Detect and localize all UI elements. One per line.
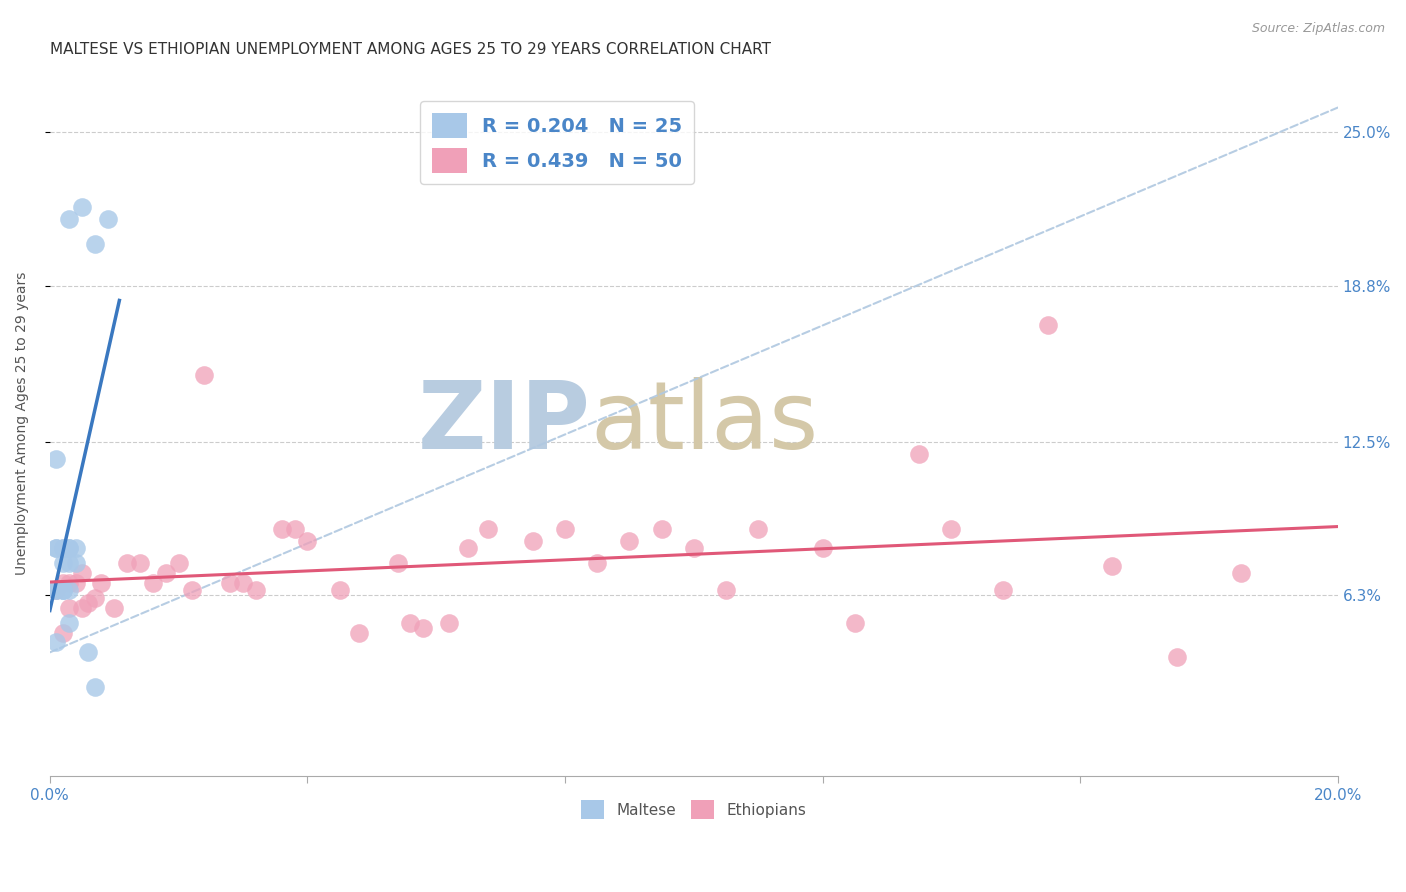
Point xyxy=(52,576,75,591)
Point xyxy=(65,541,87,556)
Point xyxy=(52,625,75,640)
Point xyxy=(103,600,125,615)
Point xyxy=(167,556,190,570)
Point xyxy=(347,625,370,640)
Point xyxy=(45,452,67,467)
Point xyxy=(329,583,352,598)
Point xyxy=(1166,650,1188,665)
Point xyxy=(297,533,319,548)
Point xyxy=(908,447,931,461)
Point xyxy=(554,522,576,536)
Point xyxy=(84,236,107,251)
Point xyxy=(399,615,422,630)
Point xyxy=(387,556,409,570)
Point xyxy=(991,583,1014,598)
Point xyxy=(52,556,75,570)
Point xyxy=(52,541,75,556)
Point xyxy=(619,533,641,548)
Point xyxy=(270,522,292,536)
Point xyxy=(477,522,499,536)
Point xyxy=(65,556,87,570)
Point xyxy=(180,583,202,598)
Point xyxy=(58,212,80,227)
Point xyxy=(1230,566,1253,581)
Point xyxy=(45,541,67,556)
Point xyxy=(747,522,769,536)
Point xyxy=(155,566,177,581)
Point xyxy=(52,583,75,598)
Point xyxy=(844,615,866,630)
Point xyxy=(70,566,93,581)
Point xyxy=(52,541,75,556)
Point xyxy=(45,635,67,649)
Point xyxy=(682,541,704,556)
Point xyxy=(58,583,80,598)
Point xyxy=(70,200,93,214)
Point xyxy=(77,645,100,659)
Point xyxy=(115,556,138,570)
Point xyxy=(58,541,80,556)
Legend: Maltese, Ethiopians: Maltese, Ethiopians xyxy=(575,794,813,825)
Point xyxy=(58,541,80,556)
Point xyxy=(232,576,254,591)
Point xyxy=(52,583,75,598)
Point xyxy=(586,556,609,570)
Point xyxy=(45,583,67,598)
Point xyxy=(651,522,673,536)
Text: Source: ZipAtlas.com: Source: ZipAtlas.com xyxy=(1251,22,1385,36)
Point xyxy=(283,522,305,536)
Text: atlas: atlas xyxy=(591,377,820,469)
Text: MALTESE VS ETHIOPIAN UNEMPLOYMENT AMONG AGES 25 TO 29 YEARS CORRELATION CHART: MALTESE VS ETHIOPIAN UNEMPLOYMENT AMONG … xyxy=(49,42,770,57)
Point xyxy=(58,600,80,615)
Point xyxy=(84,591,107,605)
Point xyxy=(58,576,80,591)
Point xyxy=(45,583,67,598)
Point xyxy=(522,533,544,548)
Point xyxy=(58,615,80,630)
Point xyxy=(245,583,267,598)
Point xyxy=(45,541,67,556)
Point xyxy=(58,556,80,570)
Point xyxy=(97,212,120,227)
Point xyxy=(457,541,479,556)
Point xyxy=(45,583,67,598)
Point xyxy=(65,576,87,591)
Point xyxy=(437,615,460,630)
Point xyxy=(714,583,737,598)
Point xyxy=(941,522,963,536)
Point xyxy=(52,583,75,598)
Point xyxy=(412,621,434,635)
Point xyxy=(84,680,107,694)
Point xyxy=(129,556,152,570)
Point xyxy=(142,576,165,591)
Point xyxy=(811,541,834,556)
Point xyxy=(70,600,93,615)
Point xyxy=(193,368,215,382)
Point xyxy=(1036,318,1059,333)
Point xyxy=(219,576,242,591)
Point xyxy=(90,576,112,591)
Y-axis label: Unemployment Among Ages 25 to 29 years: Unemployment Among Ages 25 to 29 years xyxy=(15,271,30,575)
Text: ZIP: ZIP xyxy=(418,377,591,469)
Point xyxy=(1101,558,1123,573)
Point xyxy=(77,596,100,610)
